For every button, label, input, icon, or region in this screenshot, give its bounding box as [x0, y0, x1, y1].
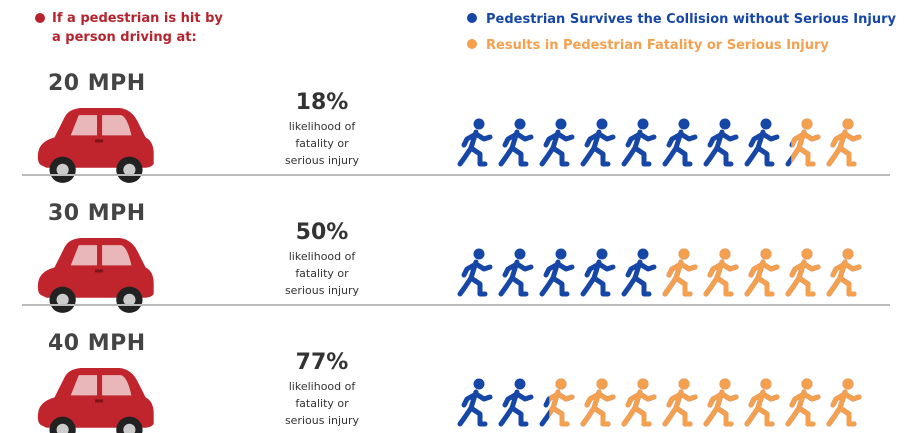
legend-marker [467, 39, 477, 49]
survivor-figure [624, 119, 654, 165]
speed: 20 MPH [48, 71, 146, 96]
fatality-figure [747, 249, 777, 295]
speed: 30 MPH [48, 201, 146, 226]
car-icon [38, 238, 154, 313]
fatality-figure [624, 379, 654, 425]
car-icon [38, 108, 154, 183]
fatality-figure [829, 249, 859, 295]
fatality-figure [788, 249, 818, 295]
fatality-figure [706, 379, 736, 425]
survivor-figure [501, 119, 531, 165]
fatality-figure [665, 379, 695, 425]
fatality-figure [829, 379, 859, 425]
fatality-figure [829, 119, 859, 165]
car-icon [38, 368, 154, 433]
bullet [35, 13, 45, 23]
pictogram [460, 379, 859, 425]
percent: 77% [296, 350, 349, 375]
legend-label: Pedestrian Survives the Collision withou… [486, 12, 896, 27]
fatality-figure [665, 249, 695, 295]
survivor-figure [583, 249, 613, 295]
survivor-figure [706, 119, 736, 165]
survivor-figure [542, 249, 572, 295]
fatality-figure [788, 379, 818, 425]
survivor-figure [501, 379, 531, 425]
percent: 18% [296, 90, 349, 115]
survivor-figure [460, 119, 490, 165]
survivor-figure [665, 119, 695, 165]
legend-marker [467, 13, 477, 23]
survivor-figure [460, 379, 490, 425]
survivor-figure [460, 249, 490, 295]
percent: 50% [296, 220, 349, 245]
fatality-figure [583, 379, 613, 425]
survivor-figure [624, 249, 654, 295]
survivor-figure [747, 119, 777, 165]
fatality-figure [788, 119, 818, 165]
legend-label: Results in Pedestrian Fatality or Seriou… [486, 38, 829, 53]
survivor-figure [542, 119, 572, 165]
speed: 40 MPH [48, 331, 146, 356]
fatality-figure [747, 379, 777, 425]
survivor-figure [501, 249, 531, 295]
survivor-figure [583, 119, 613, 165]
pictogram [460, 249, 859, 295]
fatality-figure [706, 249, 736, 295]
infographic: If a pedestrian is hit bya person drivin… [0, 0, 914, 433]
pictogram [460, 119, 859, 165]
